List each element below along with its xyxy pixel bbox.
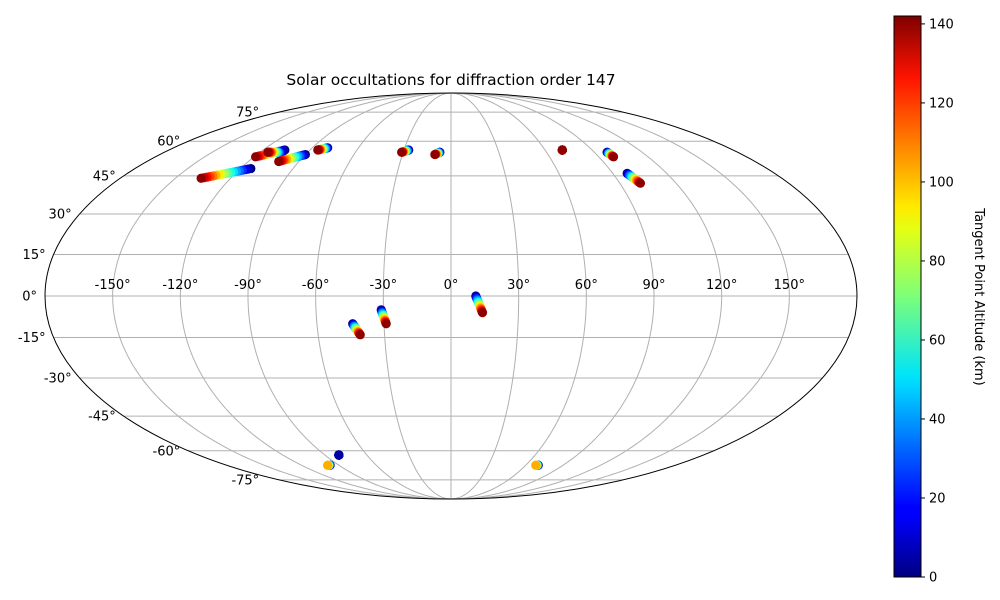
occultation-point <box>323 460 333 470</box>
colorbar: 0 20 40 60 80 100 120 140 Tangent Point Altitud… <box>893 15 986 586</box>
latitude-tick-label: 60° <box>157 135 180 150</box>
occultation-point <box>334 450 344 460</box>
longitude-tick-label: -90° <box>234 278 262 293</box>
longitude-tick-label: 60° <box>575 278 598 293</box>
colorbar-tick-label: 60 <box>929 333 946 348</box>
colorbar-tick-label: 40 <box>929 412 946 427</box>
colorbar-gradient <box>893 15 922 578</box>
latitude-tick-label: -45° <box>88 410 116 425</box>
latitude-tick-label: 30° <box>49 207 72 222</box>
occultation-point <box>430 149 440 160</box>
longitude-tick-label: 150° <box>774 278 805 293</box>
occultation-point <box>355 330 365 340</box>
colorbar-tick-label: 80 <box>929 254 946 269</box>
latitude-tick-label: -30° <box>44 372 72 387</box>
longitude-tick-label: 30° <box>507 278 530 293</box>
longitude-tick-label: 90° <box>642 278 665 293</box>
longitude-tick-labels: -150° -120° -90° -60° -30° 0° 30° 60° 90° 120° 150… <box>95 278 805 293</box>
latitude-tick-label: -15° <box>18 331 46 346</box>
colorbar-tick-label: 120 <box>929 96 954 111</box>
colorbar-ticks: 0 20 40 60 80 100 120 140 <box>921 17 954 586</box>
colorbar-tick-label: 100 <box>929 175 954 190</box>
colorbar-tick-label: 0 <box>929 571 937 586</box>
latitude-tick-label: 15° <box>23 248 46 263</box>
latitude-tick-label: -60° <box>153 444 181 459</box>
occultation-point <box>608 152 619 162</box>
longitude-tick-label: -120° <box>162 278 198 293</box>
occultation-point <box>397 147 407 157</box>
longitude-tick-label: 0° <box>444 278 459 293</box>
longitude-tick-label: 120° <box>706 278 737 293</box>
latitude-tick-labels: 75° 60° 45° 30° 15° 0° -15° -30° -45° -60° -75° <box>18 106 259 489</box>
chart-title: Solar occultations for diffraction order… <box>286 71 615 89</box>
occultation-point <box>381 319 391 329</box>
latitude-tick-label: 75° <box>236 106 259 121</box>
longitude-tick-label: -150° <box>95 278 131 293</box>
colorbar-label: Tangent Point Altitude (km) <box>971 207 986 385</box>
occultation-point <box>251 152 261 162</box>
occultation-points <box>196 143 646 470</box>
latitude-tick-label: -75° <box>231 473 259 488</box>
occultation-point <box>196 173 206 183</box>
colorbar-tick-label: 140 <box>929 17 954 32</box>
occultation-point <box>635 178 646 188</box>
occultation-point <box>531 460 541 470</box>
occultation-point <box>263 147 273 157</box>
occultation-point <box>557 145 567 155</box>
latitude-tick-label: 0° <box>22 290 37 305</box>
longitude-tick-label: -60° <box>302 278 330 293</box>
occultation-point <box>313 145 323 155</box>
occultation-point <box>477 308 488 318</box>
occultation-point <box>274 156 284 167</box>
latitude-tick-label: 45° <box>93 169 116 184</box>
graticule <box>45 93 857 499</box>
longitude-tick-label: -30° <box>369 278 397 293</box>
map-boundary <box>44 92 858 500</box>
colorbar-tick-label: 20 <box>929 491 946 506</box>
